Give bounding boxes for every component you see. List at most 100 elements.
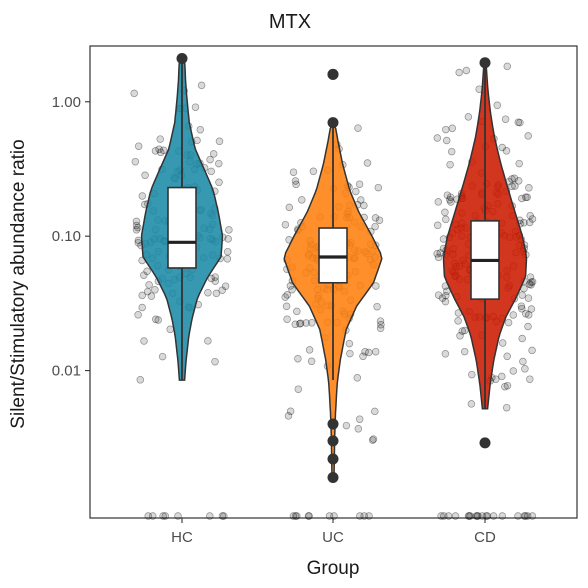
data-point <box>527 305 536 313</box>
data-point <box>151 147 160 155</box>
data-point-zero <box>478 512 486 520</box>
data-point <box>522 309 530 318</box>
data-point <box>520 218 528 227</box>
data-point <box>215 137 224 146</box>
data-point <box>514 118 523 127</box>
data-point-zero <box>220 512 228 520</box>
data-point <box>282 302 291 311</box>
data-point-zero <box>521 512 530 520</box>
data-point <box>376 317 385 325</box>
data-point <box>346 349 354 358</box>
data-point <box>361 348 369 356</box>
data-point <box>141 171 149 180</box>
data-point <box>376 324 385 333</box>
data-point <box>140 271 148 279</box>
data-point <box>372 282 380 290</box>
data-point-zero <box>464 512 473 520</box>
data-point <box>134 223 142 232</box>
data-point <box>365 348 373 357</box>
data-point <box>371 222 379 231</box>
data-point <box>224 235 232 243</box>
data-point-zero <box>206 512 214 520</box>
data-point <box>281 293 289 301</box>
data-point <box>211 357 219 366</box>
data-point <box>215 159 223 168</box>
data-point <box>281 220 290 229</box>
data-point <box>448 124 457 133</box>
data-point <box>132 221 141 230</box>
data-point <box>136 376 145 384</box>
data-point-zero <box>144 512 152 520</box>
data-point <box>209 150 218 158</box>
data-point-zero <box>465 512 474 520</box>
data-point <box>211 277 220 285</box>
data-point <box>515 159 523 168</box>
data-point <box>525 184 533 192</box>
data-point <box>308 319 316 327</box>
data-point <box>434 253 443 262</box>
data-point <box>464 113 473 121</box>
data-point <box>284 412 293 420</box>
data-point-zero <box>149 512 157 520</box>
data-point-zero <box>473 512 482 520</box>
data-point <box>309 167 318 176</box>
data-point <box>166 325 174 334</box>
data-point <box>221 282 230 290</box>
data-point <box>223 255 232 263</box>
data-point <box>212 289 221 298</box>
data-point <box>508 175 516 183</box>
data-point <box>442 136 451 145</box>
data-point-zero <box>356 512 364 520</box>
data-point <box>442 215 450 224</box>
data-point <box>518 291 526 299</box>
data-point <box>197 81 206 90</box>
data-point <box>516 118 524 127</box>
data-point-zero <box>218 512 227 520</box>
data-point <box>525 218 534 227</box>
data-point <box>352 187 360 196</box>
data-point <box>140 337 148 345</box>
data-point-zero <box>161 512 170 520</box>
data-point-zero <box>305 512 313 520</box>
data-point <box>294 385 303 393</box>
data-point <box>151 315 160 324</box>
data-point <box>215 178 223 187</box>
data-point-zero <box>440 512 448 520</box>
data-point <box>526 273 535 281</box>
data-point <box>462 66 471 75</box>
data-point <box>207 167 215 176</box>
data-point <box>443 191 452 199</box>
x-axis-title: Group <box>307 558 360 579</box>
box-hc <box>167 186 197 269</box>
data-point <box>503 352 511 361</box>
data-point <box>375 216 384 224</box>
data-point <box>467 400 476 408</box>
outlier-point <box>327 472 339 484</box>
data-point <box>493 101 502 110</box>
data-point-zero <box>360 512 368 520</box>
outlier-point <box>327 418 339 430</box>
data-point <box>436 249 445 257</box>
data-point-zero <box>483 512 492 520</box>
data-point <box>460 347 469 356</box>
data-point-zero <box>451 512 460 520</box>
y-tick-label: 0.10 <box>52 228 81 245</box>
x-tick-label-uc: UC <box>322 529 344 546</box>
data-point <box>503 62 512 71</box>
x-tick-label-cd: CD <box>474 529 496 546</box>
data-point <box>373 302 381 311</box>
data-point <box>191 103 200 111</box>
data-point-zero <box>482 512 490 520</box>
data-point <box>132 226 141 234</box>
data-point <box>518 304 526 313</box>
data-point <box>291 177 300 185</box>
data-point <box>468 370 476 379</box>
data-point-zero <box>523 512 532 520</box>
data-point <box>368 436 377 444</box>
data-point <box>503 381 512 390</box>
data-point <box>289 168 298 176</box>
data-point <box>298 196 306 204</box>
data-point <box>446 193 455 201</box>
data-point-zero <box>514 512 522 520</box>
